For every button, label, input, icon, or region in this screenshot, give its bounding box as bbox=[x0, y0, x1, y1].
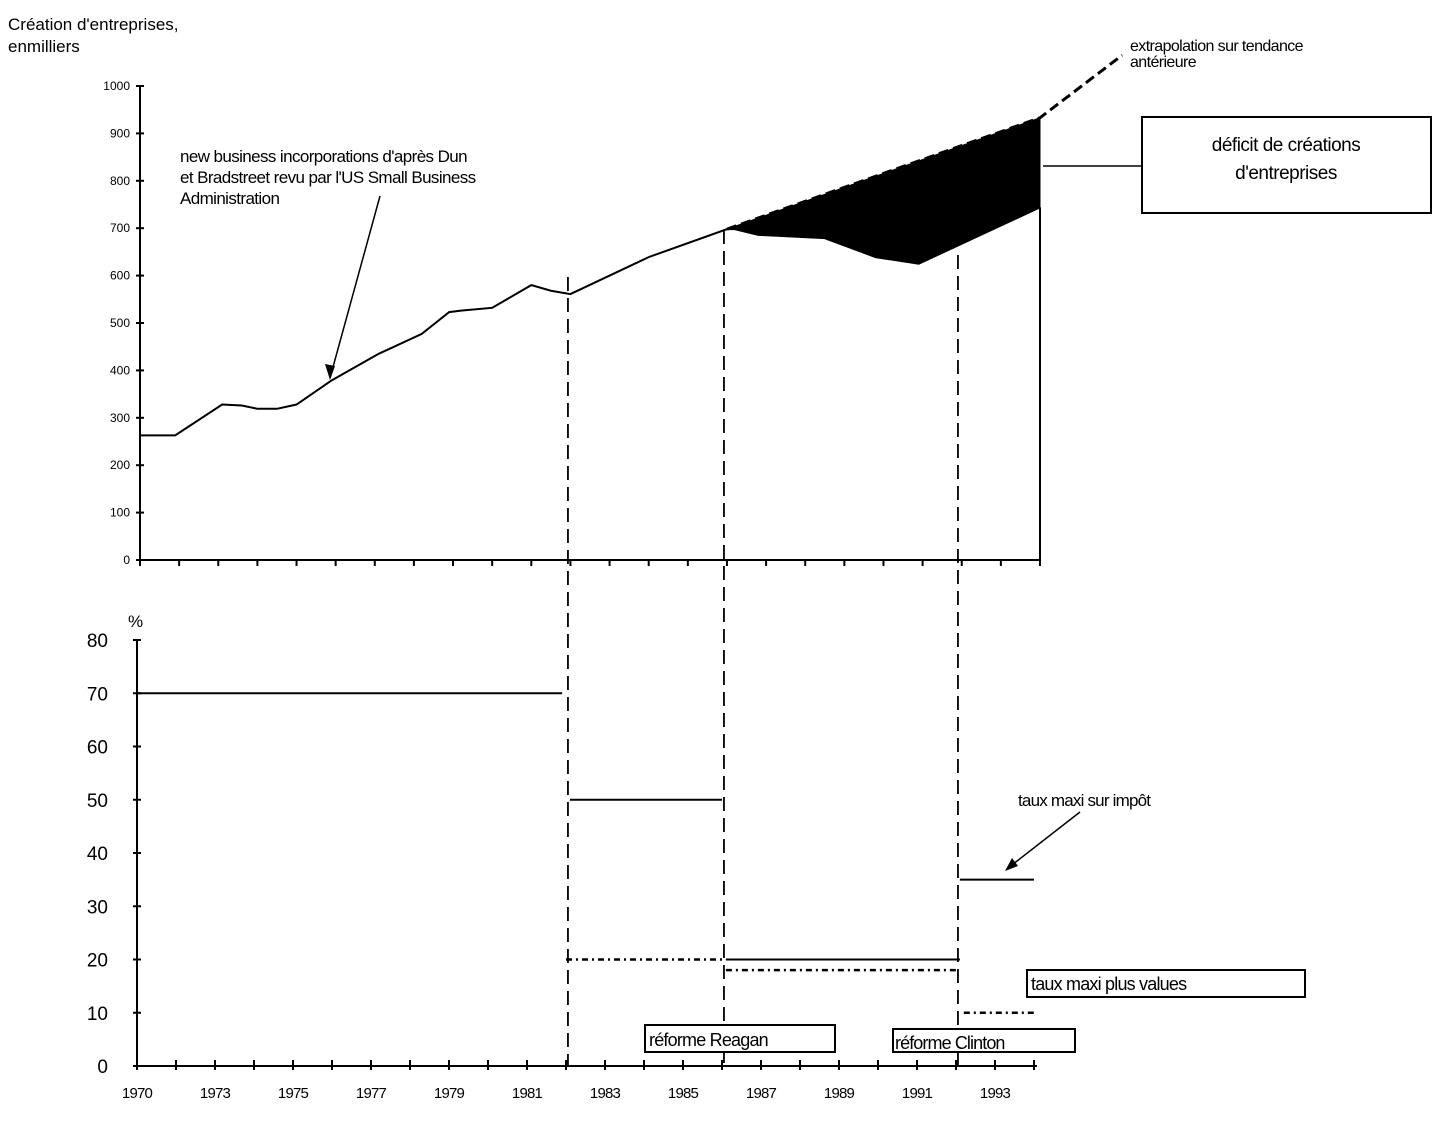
deficit-label: déficit de créations bbox=[1212, 135, 1360, 156]
series-label-capital-gains: taux maxi plus values bbox=[1031, 974, 1187, 994]
x-tick-label: 1987 bbox=[746, 1085, 777, 1102]
y-tick-label: 50 bbox=[87, 791, 108, 812]
clinton-label-box bbox=[892, 1028, 1076, 1053]
y-tick-label: 60 bbox=[87, 738, 108, 759]
y-tick-label: 600 bbox=[110, 269, 130, 283]
tax-label-arrow bbox=[1007, 811, 1081, 869]
bottom-chart-tax-rates: % 0 10 20 30 40 50 60 70 80 1970 1973 1975 1977 1979 19… bbox=[87, 612, 1306, 1102]
x-tick-label: 1970 bbox=[122, 1085, 153, 1102]
annotation-extrapolation: antérieure bbox=[1130, 54, 1197, 71]
y-tick-label: 100 bbox=[110, 506, 130, 520]
annotation-source: new business incorporations d'après Dun bbox=[180, 147, 467, 166]
arrow-head-icon bbox=[325, 364, 335, 380]
series-line-extrapolation bbox=[726, 53, 1124, 231]
series-line-new-business bbox=[140, 206, 1041, 437]
x-tick-label: 1981 bbox=[512, 1085, 543, 1102]
y-tick-label: 40 bbox=[87, 844, 108, 865]
arrow-head-icon bbox=[1005, 858, 1018, 871]
annotation-extrapolation: extrapolation sur tendance bbox=[1130, 38, 1304, 55]
x-tick-label: 1977 bbox=[356, 1085, 387, 1102]
y-tick-label: 500 bbox=[110, 316, 130, 330]
event-label-reagan: réforme Reagan bbox=[649, 1030, 768, 1050]
annotation-source: et Bradstreet revu par l'US Small Busine… bbox=[180, 168, 476, 187]
series-label-tax: taux maxi sur impôt bbox=[1018, 791, 1151, 810]
deficit-label-box bbox=[1141, 116, 1432, 214]
x-tick-label: 1973 bbox=[200, 1085, 231, 1102]
y-tick-label: 20 bbox=[87, 951, 108, 972]
deficit-area bbox=[726, 117, 1041, 265]
deficit-label: d'entreprises bbox=[1235, 163, 1337, 184]
y-tick-label: 800 bbox=[110, 174, 130, 188]
y-tick-label: 80 bbox=[87, 631, 108, 652]
y-tick-label: 400 bbox=[110, 363, 130, 377]
y-tick-label: 900 bbox=[110, 126, 130, 140]
y-tick-label: 70 bbox=[87, 684, 108, 705]
capital-gains-label-box bbox=[1026, 969, 1306, 998]
annotation-arrow bbox=[329, 195, 381, 379]
y-tick-label: 0 bbox=[97, 1057, 108, 1078]
reagan-label-box bbox=[644, 1024, 836, 1053]
x-tick-label: 1993 bbox=[980, 1085, 1011, 1102]
x-tick-label: 1979 bbox=[434, 1085, 465, 1102]
y-tick-label: 1000 bbox=[103, 79, 130, 93]
y-tick-label: 700 bbox=[110, 221, 130, 235]
y-tick-label: 30 bbox=[87, 897, 108, 918]
y-tick-label: 10 bbox=[87, 1004, 108, 1025]
x-tick-label: 1985 bbox=[668, 1085, 699, 1102]
x-tick-label: 1991 bbox=[902, 1085, 933, 1102]
event-lines: réforme Reagan réforme Clinton bbox=[567, 230, 1076, 1066]
top-chart-business-creation: Création d'entreprises, enmilliers 0 100 200… bbox=[8, 15, 1432, 567]
annotation-source: Administration bbox=[180, 189, 279, 208]
y-tick-label: 200 bbox=[110, 458, 130, 472]
y-axis-unit: % bbox=[128, 612, 143, 631]
y-axis-title: Création d'entreprises, bbox=[8, 15, 179, 34]
x-tick-label: 1975 bbox=[278, 1085, 309, 1102]
x-tick-label: 1983 bbox=[590, 1085, 621, 1102]
event-label-clinton: réforme Clinton bbox=[895, 1033, 1005, 1053]
x-tick-label: 1989 bbox=[824, 1085, 855, 1102]
y-tick-label: 0 bbox=[123, 553, 130, 567]
y-tick-label: 300 bbox=[110, 411, 130, 425]
y-axis-title: enmilliers bbox=[8, 37, 80, 56]
